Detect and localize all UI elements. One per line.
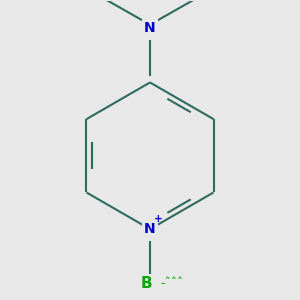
Text: -ˆˆˆ: -ˆˆˆ [160,277,184,290]
Text: +: + [154,214,163,224]
Text: N: N [144,222,156,236]
Text: B: B [140,276,152,291]
Text: N: N [144,21,156,35]
